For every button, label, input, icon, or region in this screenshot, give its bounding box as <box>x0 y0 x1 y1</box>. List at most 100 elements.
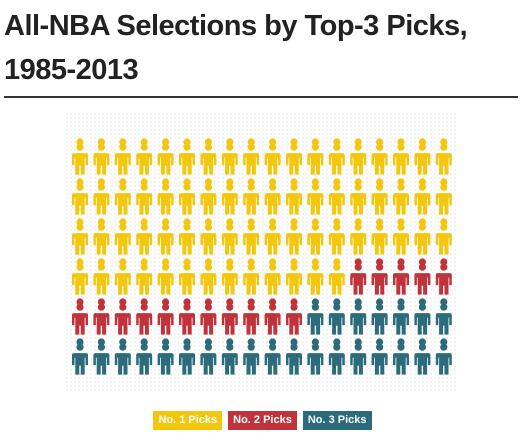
person-icon <box>136 218 153 255</box>
person-icon <box>179 138 195 175</box>
person-icon <box>221 298 238 335</box>
person-icon <box>328 298 345 335</box>
person-icon <box>435 298 452 335</box>
person-icon <box>179 298 195 335</box>
person-icon <box>93 338 110 375</box>
person-icon <box>286 258 302 295</box>
person-icon <box>286 218 302 255</box>
person-icon <box>179 258 195 295</box>
person-icon <box>200 338 217 375</box>
person-icon <box>200 258 217 295</box>
person-icon <box>393 218 409 255</box>
person-icon <box>286 338 302 375</box>
person-icon <box>286 298 302 335</box>
person-icon <box>243 338 260 375</box>
person-icon <box>93 298 110 335</box>
person-icon <box>307 338 324 375</box>
person-icon <box>157 258 174 295</box>
person-icon <box>93 218 110 255</box>
person-icon <box>414 338 431 375</box>
person-icon <box>371 338 388 375</box>
person-icon <box>435 258 452 295</box>
person-icon <box>136 298 153 335</box>
person-icon <box>435 338 452 375</box>
person-icon <box>179 218 195 255</box>
person-icon <box>221 218 238 255</box>
person-icon <box>72 218 88 255</box>
person-icon <box>243 138 260 175</box>
person-icon <box>72 298 88 335</box>
person-icon <box>114 338 131 375</box>
person-icon <box>221 258 238 295</box>
person-icon <box>393 138 409 175</box>
person-icon <box>72 138 88 175</box>
person-icon <box>264 138 281 175</box>
person-icon <box>350 178 367 215</box>
person-icon <box>414 218 431 255</box>
person-icon <box>414 178 431 215</box>
person-icon <box>286 178 302 215</box>
person-icon <box>200 218 217 255</box>
person-icon <box>350 298 367 335</box>
person-icon <box>72 258 88 295</box>
person-icon <box>93 258 110 295</box>
person-icon <box>307 298 324 335</box>
person-icon <box>286 138 302 175</box>
person-icon <box>328 258 345 295</box>
person-icon <box>435 218 452 255</box>
person-icon <box>328 218 345 255</box>
person-icon <box>179 338 195 375</box>
person-icon <box>243 178 260 215</box>
person-icon <box>264 338 281 375</box>
legend: No. 1 Picks No. 2 Picks No. 3 Picks <box>0 411 525 430</box>
person-icon <box>264 258 281 295</box>
person-icon <box>136 178 153 215</box>
person-icon <box>93 178 110 215</box>
person-icon <box>221 178 238 215</box>
person-icon <box>200 178 217 215</box>
person-icon <box>371 178 388 215</box>
person-icon <box>393 338 409 375</box>
person-icon <box>72 338 88 375</box>
person-icon <box>179 178 195 215</box>
person-icon <box>435 178 452 215</box>
person-icon <box>414 138 431 175</box>
person-icon <box>328 338 345 375</box>
person-icon <box>136 338 153 375</box>
person-icon <box>307 258 324 295</box>
person-icon <box>200 298 217 335</box>
person-icon <box>114 218 131 255</box>
person-icon <box>414 258 431 295</box>
chart-title: All-NBA Selections by Top-3 Picks, 1985-… <box>4 10 468 86</box>
person-icon <box>136 138 153 175</box>
person-icon <box>307 218 324 255</box>
person-icon <box>93 138 110 175</box>
person-icon <box>72 178 88 215</box>
person-icon <box>264 178 281 215</box>
person-icon <box>414 298 431 335</box>
person-icon <box>328 178 345 215</box>
person-icon <box>114 298 131 335</box>
legend-item: No. 2 Picks <box>228 411 297 430</box>
person-icon <box>243 258 260 295</box>
person-icon <box>393 258 409 295</box>
person-icon <box>157 218 174 255</box>
person-icon <box>157 138 174 175</box>
person-icon <box>221 338 238 375</box>
person-icon <box>371 218 388 255</box>
legend-item: No. 1 Picks <box>153 411 223 430</box>
title-rule <box>4 96 518 98</box>
person-icon <box>328 138 345 175</box>
person-icon <box>350 338 367 375</box>
person-icon <box>350 258 367 295</box>
person-icon <box>157 298 174 335</box>
person-icon <box>371 298 388 335</box>
person-icon <box>114 258 131 295</box>
person-icon <box>393 178 409 215</box>
person-icon <box>371 258 388 295</box>
person-icon <box>435 138 452 175</box>
person-icon <box>264 218 281 255</box>
person-icon <box>371 138 388 175</box>
